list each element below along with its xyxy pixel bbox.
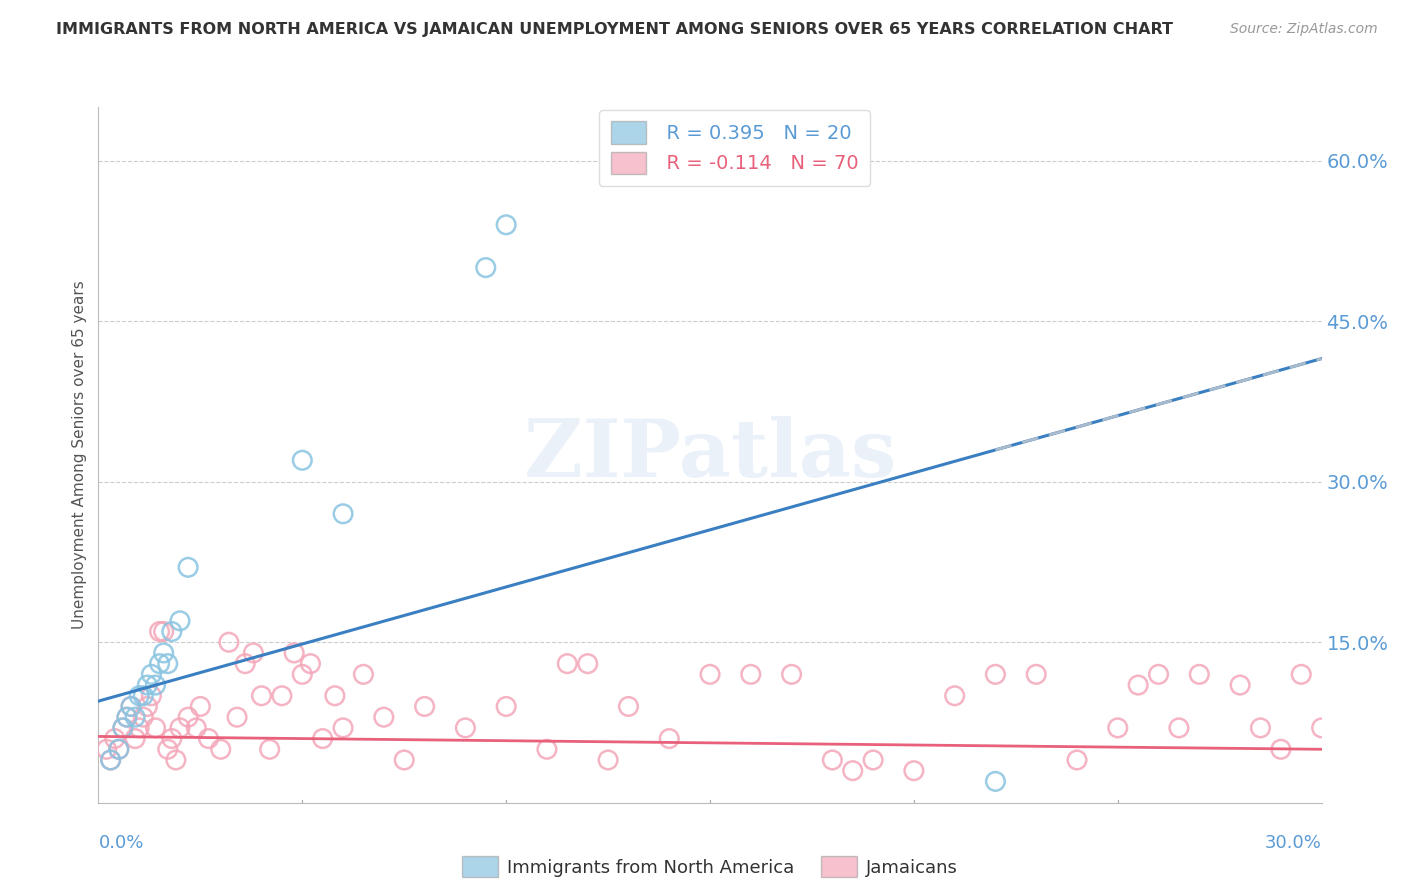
Point [1128,678,1150,692]
Point [136,678,159,692]
Point [233,657,256,671]
Point [984,774,1007,789]
Point [862,753,884,767]
Point [1167,721,1189,735]
Point [218,635,240,649]
Point [209,742,232,756]
Point [177,560,200,574]
Legend: Immigrants from North America, Jamaicans: Immigrants from North America, Jamaicans [454,849,966,884]
Point [169,721,191,735]
Point [186,721,208,735]
Point [169,614,191,628]
Point [984,667,1007,681]
Point [108,742,131,756]
Point [156,742,179,756]
Text: IMMIGRANTS FROM NORTH AMERICA VS JAMAICAN UNEMPLOYMENT AMONG SENIORS OVER 65 YEA: IMMIGRANTS FROM NORTH AMERICA VS JAMAICA… [56,22,1173,37]
Point [1249,721,1271,735]
Point [259,742,281,756]
Point [132,710,155,724]
Point [658,731,681,746]
Point [392,753,416,767]
Point [283,646,305,660]
Point [226,710,249,724]
Point [115,710,138,724]
Y-axis label: Unemployment Among Seniors over 65 years: Unemployment Among Seniors over 65 years [72,281,87,629]
Point [188,699,212,714]
Point [821,753,844,767]
Point [132,689,155,703]
Point [128,721,150,735]
Point [120,699,142,714]
Point [152,646,174,660]
Point [160,731,183,746]
Point [495,699,517,714]
Point [557,657,579,671]
Point [291,667,314,681]
Point [332,721,354,735]
Point [242,646,264,660]
Point [413,699,436,714]
Point [1291,667,1313,681]
Point [699,667,721,681]
Point [136,699,159,714]
Point [1188,667,1211,681]
Point [152,624,174,639]
Point [1310,721,1333,735]
Point [111,721,134,735]
Point [270,689,294,703]
Point [197,731,219,746]
Point [312,731,335,746]
Point [145,721,167,735]
Point [780,667,803,681]
Text: 0.0%: 0.0% [98,834,143,852]
Point [145,678,167,692]
Point [156,657,179,671]
Point [576,657,599,671]
Point [177,710,200,724]
Point [149,657,172,671]
Point [165,753,187,767]
Point [104,731,127,746]
Point [495,218,517,232]
Point [943,689,966,703]
Point [1270,742,1292,756]
Point [598,753,620,767]
Point [149,624,172,639]
Point [141,667,163,681]
Point [536,742,558,756]
Point [111,721,134,735]
Point [323,689,346,703]
Point [128,689,150,703]
Point [841,764,863,778]
Point [1229,678,1251,692]
Point [115,710,138,724]
Point [1025,667,1047,681]
Text: 30.0%: 30.0% [1265,834,1322,852]
Point [1147,667,1170,681]
Point [740,667,762,681]
Point [617,699,640,714]
Point [100,753,122,767]
Point [250,689,273,703]
Point [291,453,314,467]
Point [100,753,122,767]
Text: ZIPatlas: ZIPatlas [524,416,896,494]
Point [124,710,146,724]
Point [474,260,498,275]
Point [373,710,395,724]
Point [96,742,118,756]
Text: Source: ZipAtlas.com: Source: ZipAtlas.com [1230,22,1378,37]
Point [454,721,477,735]
Point [903,764,925,778]
Point [299,657,322,671]
Point [1066,753,1088,767]
Point [1107,721,1129,735]
Point [352,667,374,681]
Point [160,624,183,639]
Point [108,742,131,756]
Point [332,507,354,521]
Point [124,731,146,746]
Point [120,699,142,714]
Point [141,689,163,703]
